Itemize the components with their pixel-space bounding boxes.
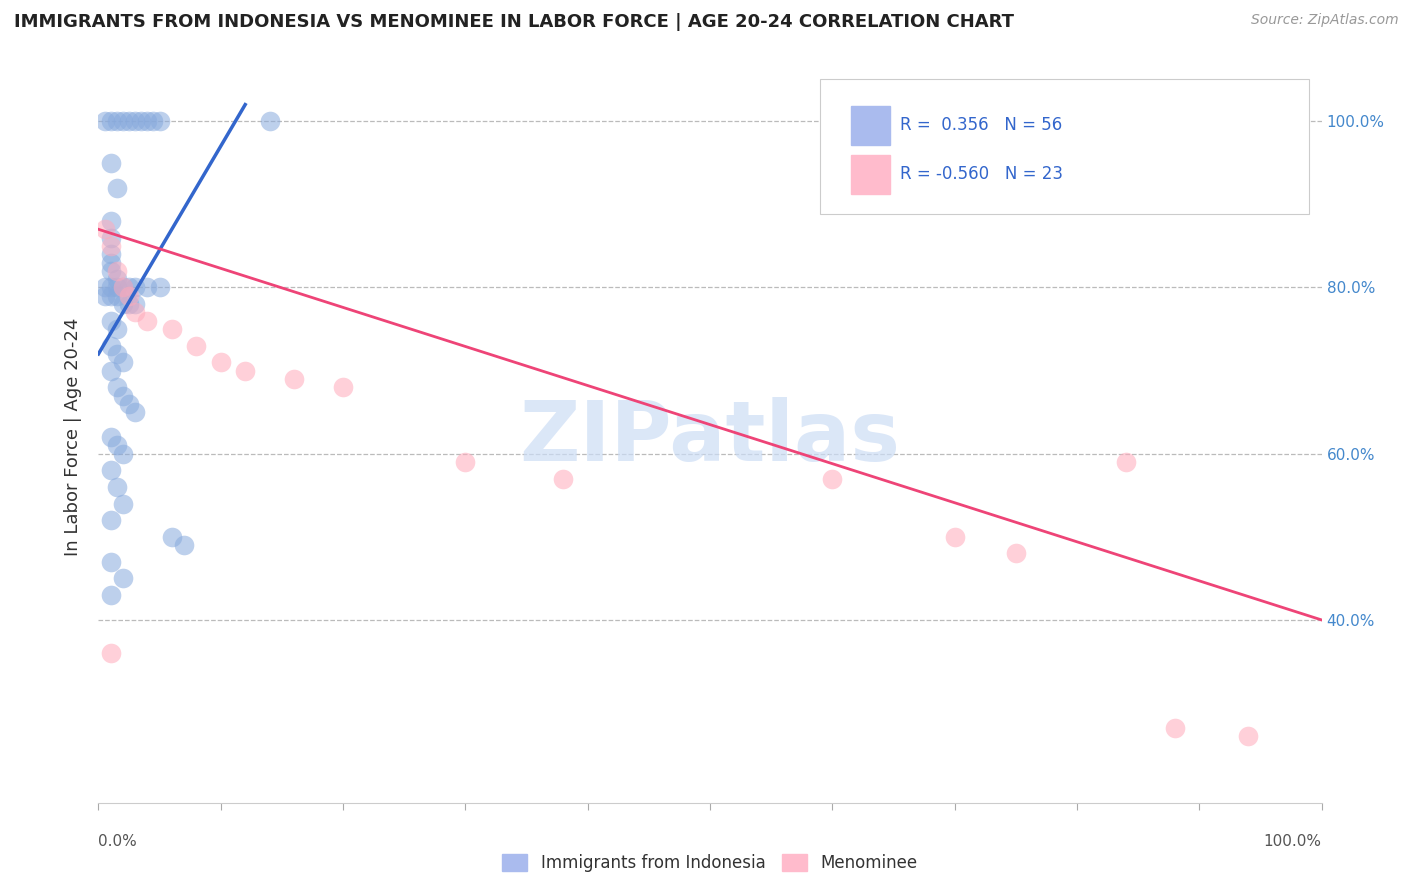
Point: [1237, 729, 1260, 743]
Point: [111, 280, 134, 294]
Point: [105, 438, 128, 452]
Point: [149, 280, 172, 294]
Point: [105, 322, 128, 336]
Point: [124, 405, 146, 419]
Point: [124, 305, 146, 319]
Point: [136, 280, 159, 294]
Point: [553, 472, 575, 486]
Point: [105, 180, 128, 194]
Point: [111, 355, 134, 369]
Text: 0.0%: 0.0%: [98, 834, 138, 849]
Point: [100, 363, 122, 377]
Point: [105, 264, 128, 278]
Point: [100, 339, 122, 353]
Point: [1004, 546, 1026, 560]
Point: [259, 114, 281, 128]
Text: IMMIGRANTS FROM INDONESIA VS MENOMINEE IN LABOR FORCE | AGE 20-24 CORRELATION CH: IMMIGRANTS FROM INDONESIA VS MENOMINEE I…: [14, 13, 1014, 31]
Point: [136, 314, 159, 328]
Point: [149, 114, 172, 128]
Point: [160, 322, 183, 336]
Point: [111, 571, 134, 585]
Point: [100, 214, 122, 228]
Point: [105, 347, 128, 361]
Point: [100, 513, 122, 527]
Point: [100, 289, 122, 303]
Point: [105, 114, 128, 128]
Point: [118, 289, 141, 303]
Point: [173, 538, 195, 552]
Point: [100, 156, 122, 170]
Point: [100, 646, 122, 660]
FancyBboxPatch shape: [820, 78, 1309, 214]
Point: [100, 239, 122, 253]
Point: [111, 280, 134, 294]
Point: [111, 297, 134, 311]
Point: [111, 497, 134, 511]
Point: [209, 355, 232, 369]
Point: [100, 264, 122, 278]
Point: [93, 114, 115, 128]
Point: [1212, 114, 1234, 128]
Point: [105, 289, 128, 303]
Point: [100, 247, 122, 261]
Text: R =  0.356   N = 56: R = 0.356 N = 56: [900, 117, 1062, 135]
Point: [100, 255, 122, 269]
Point: [943, 530, 966, 544]
Point: [100, 463, 122, 477]
Point: [105, 380, 128, 394]
Legend: Immigrants from Indonesia, Menominee: Immigrants from Indonesia, Menominee: [496, 847, 924, 879]
Point: [93, 222, 115, 236]
Point: [100, 555, 122, 569]
Point: [160, 530, 183, 544]
Point: [100, 230, 122, 244]
Point: [100, 588, 122, 602]
Point: [93, 280, 115, 294]
Point: [105, 280, 128, 294]
Point: [821, 472, 844, 486]
Point: [100, 430, 122, 444]
Point: [118, 114, 141, 128]
Point: [118, 397, 141, 411]
Point: [124, 280, 146, 294]
Point: [1115, 455, 1137, 469]
Point: [118, 297, 141, 311]
Point: [233, 363, 256, 377]
Point: [124, 297, 146, 311]
Text: 100.0%: 100.0%: [1264, 834, 1322, 849]
Point: [454, 455, 477, 469]
Point: [111, 447, 134, 461]
Point: [136, 114, 159, 128]
Point: [142, 114, 165, 128]
Point: [100, 280, 122, 294]
FancyBboxPatch shape: [851, 106, 890, 145]
Point: [105, 272, 128, 286]
Point: [283, 372, 305, 386]
Point: [129, 114, 152, 128]
Point: [100, 114, 122, 128]
Point: [332, 380, 354, 394]
Point: [1164, 721, 1187, 735]
Y-axis label: In Labor Force | Age 20-24: In Labor Force | Age 20-24: [65, 318, 83, 557]
Point: [186, 339, 208, 353]
Point: [111, 114, 134, 128]
Text: Source: ZipAtlas.com: Source: ZipAtlas.com: [1251, 13, 1399, 28]
Text: ZIPatlas: ZIPatlas: [520, 397, 900, 477]
Point: [93, 289, 115, 303]
Point: [111, 388, 134, 402]
FancyBboxPatch shape: [851, 155, 890, 194]
Point: [105, 480, 128, 494]
Point: [124, 114, 146, 128]
Text: R = -0.560   N = 23: R = -0.560 N = 23: [900, 166, 1063, 184]
Point: [100, 314, 122, 328]
Point: [118, 280, 141, 294]
